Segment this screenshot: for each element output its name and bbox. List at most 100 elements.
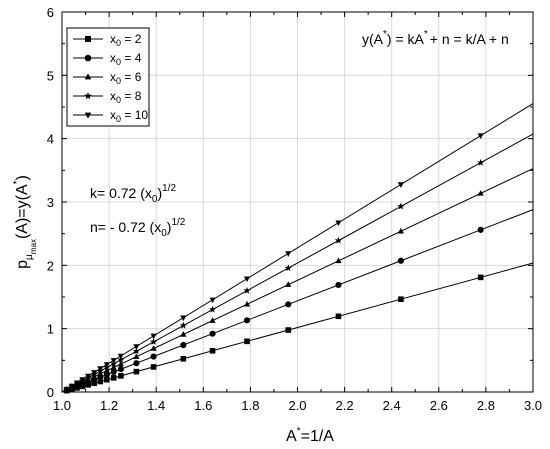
data-point (150, 333, 157, 340)
x-tick-label: 1.6 (194, 398, 212, 413)
series-line (61, 103, 534, 393)
y-axis-title-close: ) (14, 175, 31, 180)
y-tick-label: 6 (47, 5, 54, 20)
series-line (61, 262, 534, 393)
data-point (179, 321, 187, 329)
data-point (244, 338, 250, 345)
data-point (209, 297, 216, 304)
legend-label-prefix: x (110, 32, 116, 46)
legend-label: x0 = 2 (110, 32, 142, 48)
y-axis-title-mu: μ (24, 254, 35, 260)
data-point (477, 158, 485, 166)
x-tick-label: 3.0 (524, 398, 542, 413)
x-tick-label: 2.6 (430, 398, 448, 413)
data-point (97, 370, 104, 377)
data-point (397, 182, 404, 188)
data-point (91, 370, 98, 376)
data-point (97, 366, 104, 372)
n-annotation-close: ) (167, 219, 172, 235)
axis-ticks: 1.0 1.2 1.4 1.6 1.8 2.0 2.2 2.4 2.6 2.8 3.0 0 1 2 3 4 5 6 (47, 5, 542, 413)
legend-marker (84, 73, 92, 80)
legend-label: x0 = 4 (110, 51, 142, 67)
data-point (243, 276, 251, 283)
n-annotation: n= - 0.72 (x0)1/2 (90, 217, 186, 239)
equation-part-2: ) = kA (387, 31, 425, 47)
data-point (133, 368, 140, 375)
data-point (284, 264, 292, 272)
equation-star-2: * (424, 29, 428, 40)
data-point (85, 373, 92, 380)
y-axis-title-max: max (29, 239, 38, 254)
data-point (335, 257, 342, 264)
data-point (103, 367, 110, 373)
y-tick-label: 3 (47, 195, 54, 210)
data-point (209, 317, 216, 323)
x-tick-label: 1.2 (100, 398, 118, 413)
data-point (110, 368, 117, 376)
legend-label-sub: 0 (116, 76, 121, 86)
legend-label-sub: 0 (116, 114, 121, 124)
y-tick-label: 0 (47, 385, 54, 400)
data-point (150, 364, 157, 370)
data-point (104, 376, 110, 383)
data-point (397, 202, 405, 210)
data-point (117, 366, 124, 373)
data-point (110, 358, 117, 364)
data-point (335, 281, 342, 289)
data-point (209, 347, 216, 354)
data-point (180, 355, 187, 362)
series-markers (63, 133, 485, 394)
data-point (477, 226, 484, 233)
x-tick-label: 1.8 (241, 398, 259, 413)
k-annotation-close: ) (157, 185, 162, 201)
data-point (243, 317, 251, 324)
x-axis-title-sup: * (297, 426, 301, 437)
data-point (243, 286, 251, 294)
data-point (285, 281, 292, 287)
data-point (97, 378, 104, 385)
k-annotation-text: k= 0.72 (x (90, 185, 152, 201)
legend-label-value: = 4 (121, 51, 142, 65)
equation-part-3: + n = k/A + n (430, 31, 509, 47)
y-axis-title: pμmax(A)=y(A*) (12, 175, 38, 269)
data-point (110, 364, 117, 370)
legend: x0 = 2x0 = 4x0 = 6x0 = 8x0 = 10 (66, 27, 150, 127)
data-point (79, 377, 86, 383)
data-point (180, 315, 187, 322)
data-point (63, 386, 70, 393)
data-point (243, 300, 251, 307)
k-annotation-sub: 0 (152, 194, 158, 205)
data-point (285, 327, 292, 333)
legend-label-prefix: x (110, 70, 116, 84)
data-point (150, 345, 157, 351)
x-axis-title-main: A (286, 428, 297, 445)
y-tick-label: 2 (47, 258, 54, 273)
data-point (103, 371, 110, 378)
n-annotation-sup: 1/2 (171, 217, 185, 228)
y-tick-label: 1 (47, 322, 54, 337)
x-tick-label: 1.4 (147, 398, 165, 413)
data-point (397, 227, 404, 234)
equation-star-1: * (383, 29, 387, 40)
data-point (132, 347, 140, 355)
legend-marker (85, 36, 91, 42)
legend-label-value: = 6 (121, 70, 142, 84)
y-axis-title-rest: (A)=y(A (14, 184, 31, 239)
data-point (477, 190, 484, 196)
legend-label: x0 = 6 (110, 70, 142, 86)
series-line (61, 133, 534, 393)
series-line (61, 209, 534, 393)
y-axis-title-p: p (14, 260, 31, 269)
series-lines (61, 103, 534, 393)
equation-part-1: y(A (362, 31, 384, 47)
series-line (61, 168, 534, 393)
legend-label-value: = 10 (121, 108, 148, 122)
y-tick-label: 5 (47, 68, 54, 83)
legend-label-value: = 8 (121, 89, 142, 103)
x-tick-label: 2.0 (288, 398, 306, 413)
data-point (133, 353, 140, 359)
legend-label-value: = 2 (121, 32, 142, 46)
legend-entries: x0 = 2x0 = 4x0 = 6x0 = 8x0 = 10 (73, 32, 148, 124)
data-point (133, 344, 140, 350)
